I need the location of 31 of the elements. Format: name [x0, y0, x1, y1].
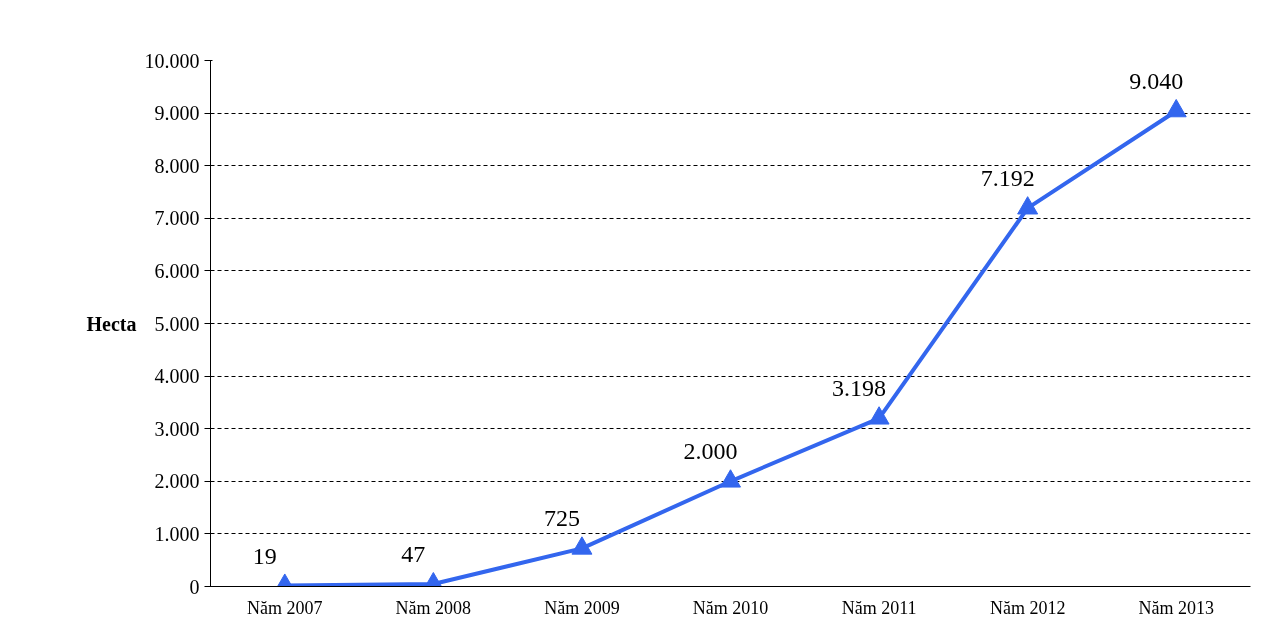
y-tick-label: 9.000	[154, 102, 200, 125]
y-tick-label: 1.000	[154, 522, 200, 545]
y-tick-label: 8.000	[154, 154, 200, 177]
y-axis-title: Hecta	[86, 312, 137, 335]
point	[571, 536, 593, 555]
x-tick-label: Năm 2008	[395, 597, 472, 618]
x-tick-label: Năm 2012	[989, 597, 1066, 618]
data-label: 7.192	[980, 165, 1035, 192]
y-tick-label: 7.000	[154, 207, 200, 230]
y-tick-label: 10.000	[144, 49, 200, 72]
y-tick-label: 2.000	[154, 470, 200, 493]
data-label: 19	[252, 542, 277, 569]
point	[868, 406, 890, 425]
x-tick-label: Năm 2007	[247, 597, 323, 618]
y-tick-label: 0	[189, 575, 200, 598]
y-tick-label: 6.000	[154, 259, 200, 282]
data-label: 2.000	[683, 438, 738, 465]
data-label: 9.040	[1129, 68, 1184, 94]
point	[720, 469, 741, 488]
x-tick-label: Năm 2011	[841, 597, 917, 618]
data-label: 725	[543, 505, 580, 532]
y-tick-label: 4.000	[154, 365, 200, 388]
point	[1017, 196, 1039, 215]
data-label: 47	[401, 541, 426, 568]
x-tick-label: Năm 2010	[692, 597, 769, 618]
y-tick-label: 5.000	[154, 312, 200, 335]
point	[1165, 98, 1187, 118]
y-tick-label: 3.000	[154, 417, 200, 440]
data-label: 3.198	[832, 375, 887, 402]
x-tick-label: Năm 2013	[1138, 597, 1214, 618]
x-tick-label: Năm 2009	[544, 597, 620, 618]
